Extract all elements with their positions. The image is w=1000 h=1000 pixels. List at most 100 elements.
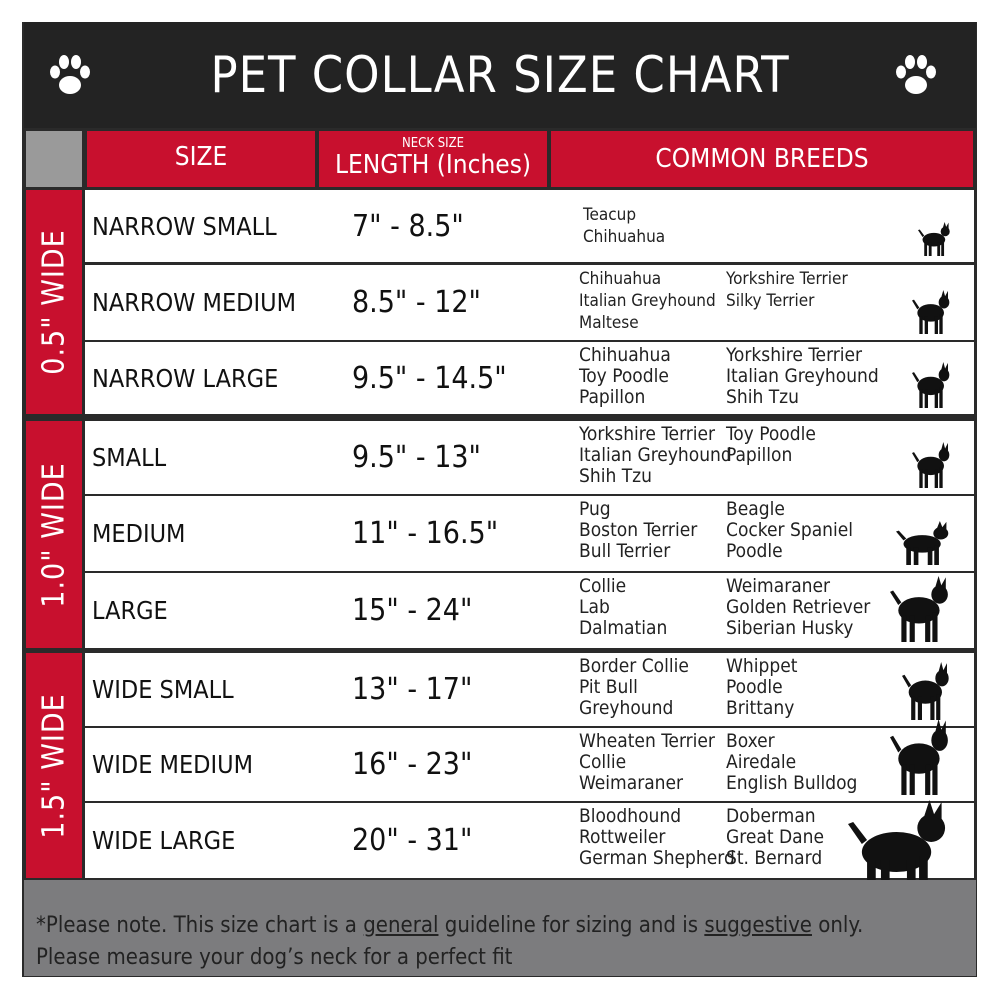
breed-name: Bull Terrier: [579, 540, 671, 562]
table-row: SMALL 9.5" - 13" Yorkshire Terrier Italia…: [85, 421, 974, 494]
size-cell: MEDIUM: [85, 496, 322, 571]
breeds-right: Doberman Great Dane St. Bernard: [726, 806, 824, 869]
breed-name: Poodle: [726, 676, 783, 698]
header-length: NECK SIZE LENGTH (Inches): [319, 131, 547, 187]
dog-silhouette-icon: [890, 719, 948, 795]
breeds-left: Collie Lab Dalmatian: [579, 576, 667, 639]
breeds-cell: Wheaten Terrier Collie Weimaraner Boxer Air…: [549, 719, 974, 801]
breed-name: Yorkshire Terrier: [726, 344, 863, 366]
header-size: SIZE: [87, 131, 315, 187]
breeds-right: Boxer Airedale English Bulldog: [726, 731, 857, 794]
dog-silhouette-icon: [912, 442, 950, 488]
length-cell: 15" - 24": [318, 573, 546, 648]
note-text: *Please note. This size chart is a: [36, 913, 364, 938]
breed-name: Wheaten Terrier: [579, 730, 715, 752]
breed-name: Yorkshire Terrier: [579, 423, 716, 445]
breed-name: Whippet: [726, 655, 798, 677]
group-label-0-5-wide: 0.5" WIDE: [26, 190, 82, 414]
breed-name: Papillon: [579, 386, 646, 408]
breeds-left: Chihuahua Italian Greyhound Maltese: [579, 268, 716, 334]
breed-name: Chihuahua: [579, 344, 671, 366]
breeds-left: Yorkshire Terrier Italian Greyhound Shih T…: [579, 424, 732, 487]
length-cell: 20" - 31": [318, 803, 546, 878]
length-cell: 11" - 16.5": [318, 496, 546, 571]
breed-name: Collie: [579, 751, 627, 773]
breed-name: Cocker Spaniel: [726, 519, 854, 541]
size-cell: WIDE LARGE: [85, 803, 322, 878]
size-cell: LARGE: [85, 573, 322, 648]
header-breeds: COMMON BREEDS: [551, 131, 973, 187]
breed-name: St. Bernard: [726, 847, 823, 869]
breed-name: Collie: [579, 575, 627, 597]
note-text: only.: [811, 913, 864, 938]
breed-name: Boston Terrier: [579, 519, 698, 541]
breed-name: Airedale: [726, 751, 797, 773]
breed-name: Golden Retriever: [726, 596, 871, 618]
note-line-2: Please measure your dog’s neck for a per…: [36, 945, 513, 970]
breeds-cell: Chihuahua Toy Poodle Papillon Yorkshire Te…: [549, 342, 974, 414]
breed-name: Weimaraner: [726, 575, 831, 597]
breeds-right: Weimaraner Golden Retriever Siberian Husky: [726, 576, 870, 639]
dog-silhouette-icon: [902, 662, 949, 720]
group-label-text: 1.0" WIDE: [36, 461, 72, 608]
paw-print-icon: [50, 55, 90, 94]
breeds-cell: Yorkshire Terrier Italian Greyhound Shih T…: [549, 421, 974, 494]
breed-name: German Shepherd: [579, 847, 735, 869]
breeds-cell: Chihuahua Italian Greyhound Maltese Yorksh…: [549, 265, 974, 340]
breeds-cell: Teacup Chihuahua: [549, 190, 974, 262]
breed-name: Chihuahua: [583, 227, 666, 247]
breed-name: Toy Poodle: [726, 423, 816, 445]
table-row: WIDE SMALL 13" - 17" Border Collie Pit Bu…: [85, 653, 974, 726]
table-row: NARROW LARGE 9.5" - 14.5" Chihuahua Toy P…: [85, 342, 974, 414]
table-row: LARGE 15" - 24" Collie Lab Dalmatian Weima…: [85, 573, 974, 648]
breed-name: Weimaraner: [579, 772, 684, 794]
breeds-right: Yorkshire Terrier Italian Greyhound Shih T…: [726, 345, 879, 408]
note-text: guideline for sizing and is: [438, 913, 705, 938]
length-cell: 9.5" - 14.5": [318, 342, 546, 414]
length-cell: 9.5" - 13": [318, 421, 546, 494]
breed-name: Rottweiler: [579, 826, 666, 848]
breeds-cell: Collie Lab Dalmatian Weimaraner Golden Retr…: [549, 573, 974, 648]
size-cell: WIDE SMALL: [85, 653, 322, 726]
breed-name: Bloodhound: [579, 805, 682, 827]
breed-name: Great Dane: [726, 826, 824, 848]
breed-name: Yorkshire Terrier: [726, 269, 848, 289]
breeds-cell: Bloodhound Rottweiler German Shepherd Dobe…: [549, 800, 974, 900]
group-label-text: 0.5" WIDE: [36, 229, 72, 375]
breed-name: Lab: [579, 596, 610, 618]
table-row: MEDIUM 11" - 16.5" Pug Boston Terrier Bull…: [85, 496, 974, 571]
breeds-right: Whippet Poodle Brittany: [726, 656, 797, 719]
breed-name: Papillon: [726, 444, 793, 466]
size-cell: SMALL: [85, 421, 322, 494]
breeds-right: Toy Poodle Papillon: [726, 424, 816, 466]
breeds-right: Beagle Cocker Spaniel Poodle: [726, 499, 853, 562]
breed-name: Teacup: [583, 205, 637, 225]
breed-name: Shih Tzu: [726, 386, 799, 408]
breed-name: Boxer: [726, 730, 775, 752]
header-corner: [26, 131, 82, 187]
dog-silhouette-icon: [912, 362, 950, 408]
group-label-1-5-wide: 1.5" WIDE: [26, 653, 82, 878]
size-cell: NARROW LARGE: [85, 342, 322, 414]
breed-name: Brittany: [726, 697, 795, 719]
breeds-cell: Pug Boston Terrier Bull Terrier Beagle Cock…: [549, 496, 974, 571]
breed-name: Greyhound: [579, 697, 674, 719]
breed-name: English Bulldog: [726, 772, 858, 794]
breed-name: Beagle: [726, 498, 785, 520]
note-underlined: general: [363, 913, 439, 938]
header-length-label: LENGTH (Inches): [334, 150, 532, 180]
breeds-left: Wheaten Terrier Collie Weimaraner: [579, 731, 715, 794]
breed-name: Italian Greyhound: [579, 291, 716, 311]
dog-silhouette-icon: [890, 576, 948, 642]
breed-name: Maltese: [579, 313, 639, 333]
size-cell: NARROW SMALL: [85, 190, 322, 262]
footer-note: *Please note. This size chart is a gener…: [24, 880, 976, 976]
breeds-left: Chihuahua Toy Poodle Papillon: [579, 345, 671, 408]
breeds-right: Yorkshire Terrier Silky Terrier: [726, 268, 848, 312]
breed-name: Dalmatian: [579, 617, 668, 639]
table-row: NARROW SMALL 7" - 8.5" Teacup Chihuahua: [85, 190, 974, 262]
breed-name: Pug: [579, 498, 611, 520]
breed-name: Silky Terrier: [726, 291, 815, 311]
length-cell: 16" - 23": [318, 728, 546, 801]
note-underlined: suggestive: [704, 913, 812, 938]
